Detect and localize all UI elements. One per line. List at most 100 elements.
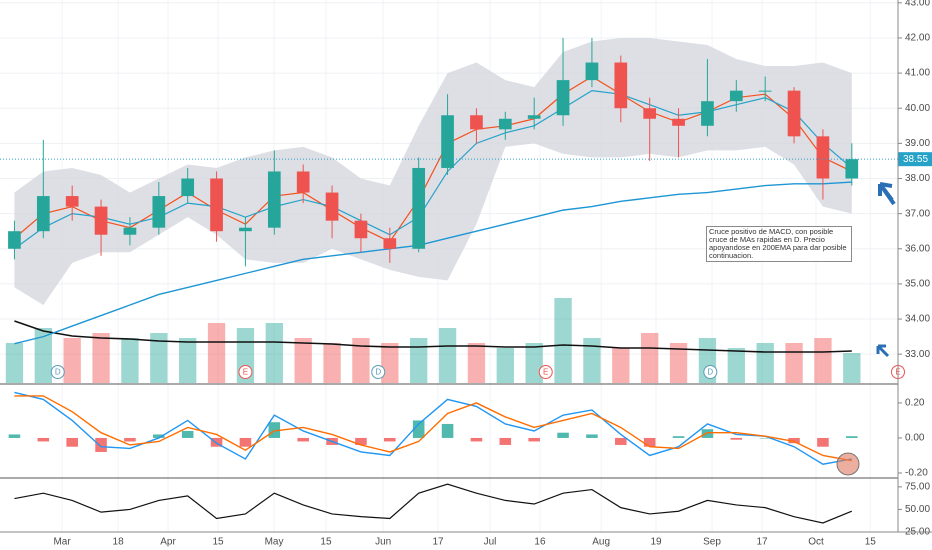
volume-bar [34,328,52,383]
y-tick-label: 34.00 [905,314,930,325]
volume-bar [756,343,774,383]
candle-body [556,80,570,116]
candle-body [585,62,599,81]
volume-bar [525,343,543,383]
volume-bar [814,338,832,383]
x-tick-label: 15 [212,537,224,548]
histogram-bar [672,436,685,438]
line [14,483,853,524]
volume-bar [410,338,428,383]
candle-body [758,90,772,92]
x-tick-label: May [265,537,284,548]
histogram-bar [95,437,107,452]
event-marker [371,365,386,379]
x-tick-label: 18 [113,537,125,548]
x-tick-label: Aug [592,537,610,548]
histogram-bar [557,432,569,438]
histogram-bar [412,420,425,438]
x-tick-label: 16 [534,537,546,548]
candle-body [470,115,483,130]
histogram-bar [153,434,165,438]
volume-bar [641,333,659,383]
histogram-bar [66,437,78,447]
candle-body [729,90,743,102]
histogram-bar [124,437,136,442]
event-marker [238,365,253,379]
y-tick-label: 42.00 [905,33,930,44]
volume-bar [63,338,81,383]
y-tick-label: 0.20 [905,398,925,409]
x-tick-label: Oct [808,537,824,548]
y-tick-label: 43.00 [905,0,930,8]
annotation-line: apoyandose en 200EMA para dar posible [709,243,847,252]
y-tick-label: 39.00 [905,138,930,149]
histogram-bar [8,434,21,438]
y-tick-label: 36.00 [905,243,930,254]
histogram-bar [528,437,540,442]
volume-bar [554,298,572,383]
histogram-bar [268,422,281,438]
event-marker [538,365,553,379]
histogram-bar [759,437,771,439]
volume-bar [438,328,457,383]
histogram-bar [730,437,743,440]
volume-bar [785,343,803,383]
annotation-line: Cruce positivo de MACD, con posible [709,227,834,236]
candle-body [672,118,685,126]
candle-body [325,192,339,221]
x-tick-label: 19 [650,537,662,548]
x-tick-label: Jul [484,537,497,548]
histogram-bar [817,437,829,447]
volume-bar [150,333,168,383]
x-tick-label: 17 [756,537,768,548]
volume-bar [496,348,514,383]
volume-bar [294,338,312,383]
x-tick-label: Apr [160,537,176,548]
y-tick-label: 0.00 [905,433,925,444]
histogram-bar [384,437,396,442]
candle-body [267,171,281,228]
candle-body [354,220,368,239]
candle-body [643,108,657,119]
x-tick-label: Mar [53,537,71,548]
y-tick-label: -0.20 [905,468,928,479]
event-label: E [243,368,248,377]
candle-body [296,171,310,193]
annotation-line: cruce de MAs rapidas en D. Precio [709,235,825,244]
candle-body [239,227,252,232]
last-price-tag [898,152,932,167]
line [14,181,852,345]
x-tick-label: 15 [320,537,332,548]
line [14,391,852,465]
histogram-bar [615,437,627,445]
histogram-bar [846,436,858,438]
y-tick-label: 35.00 [905,279,930,290]
event-label: E [543,368,548,377]
candle-body [36,196,50,232]
candle-body [65,196,79,207]
x-tick-label: 17 [432,537,444,548]
volume-bar [583,338,601,383]
volume-bar [381,343,399,383]
histogram-bar [239,437,252,447]
candle-body [383,238,397,249]
candle-body [181,178,195,197]
arrow [876,344,890,358]
histogram-bar [470,437,483,442]
candle-body [94,206,108,235]
volume-bar [352,338,370,383]
histogram-bar [297,437,309,442]
line [14,395,852,462]
candle-body [441,115,454,168]
annotation: Cruce positivo de MACD, con posible cruce… [706,226,852,262]
x-tick-label: 15 [865,537,877,548]
volume-bar [92,333,110,383]
candle-body [412,167,426,249]
histogram-bar [643,437,656,447]
event-label: D [375,368,381,377]
x-tick-label: Jun [375,537,391,548]
histogram-bar [788,437,800,444]
